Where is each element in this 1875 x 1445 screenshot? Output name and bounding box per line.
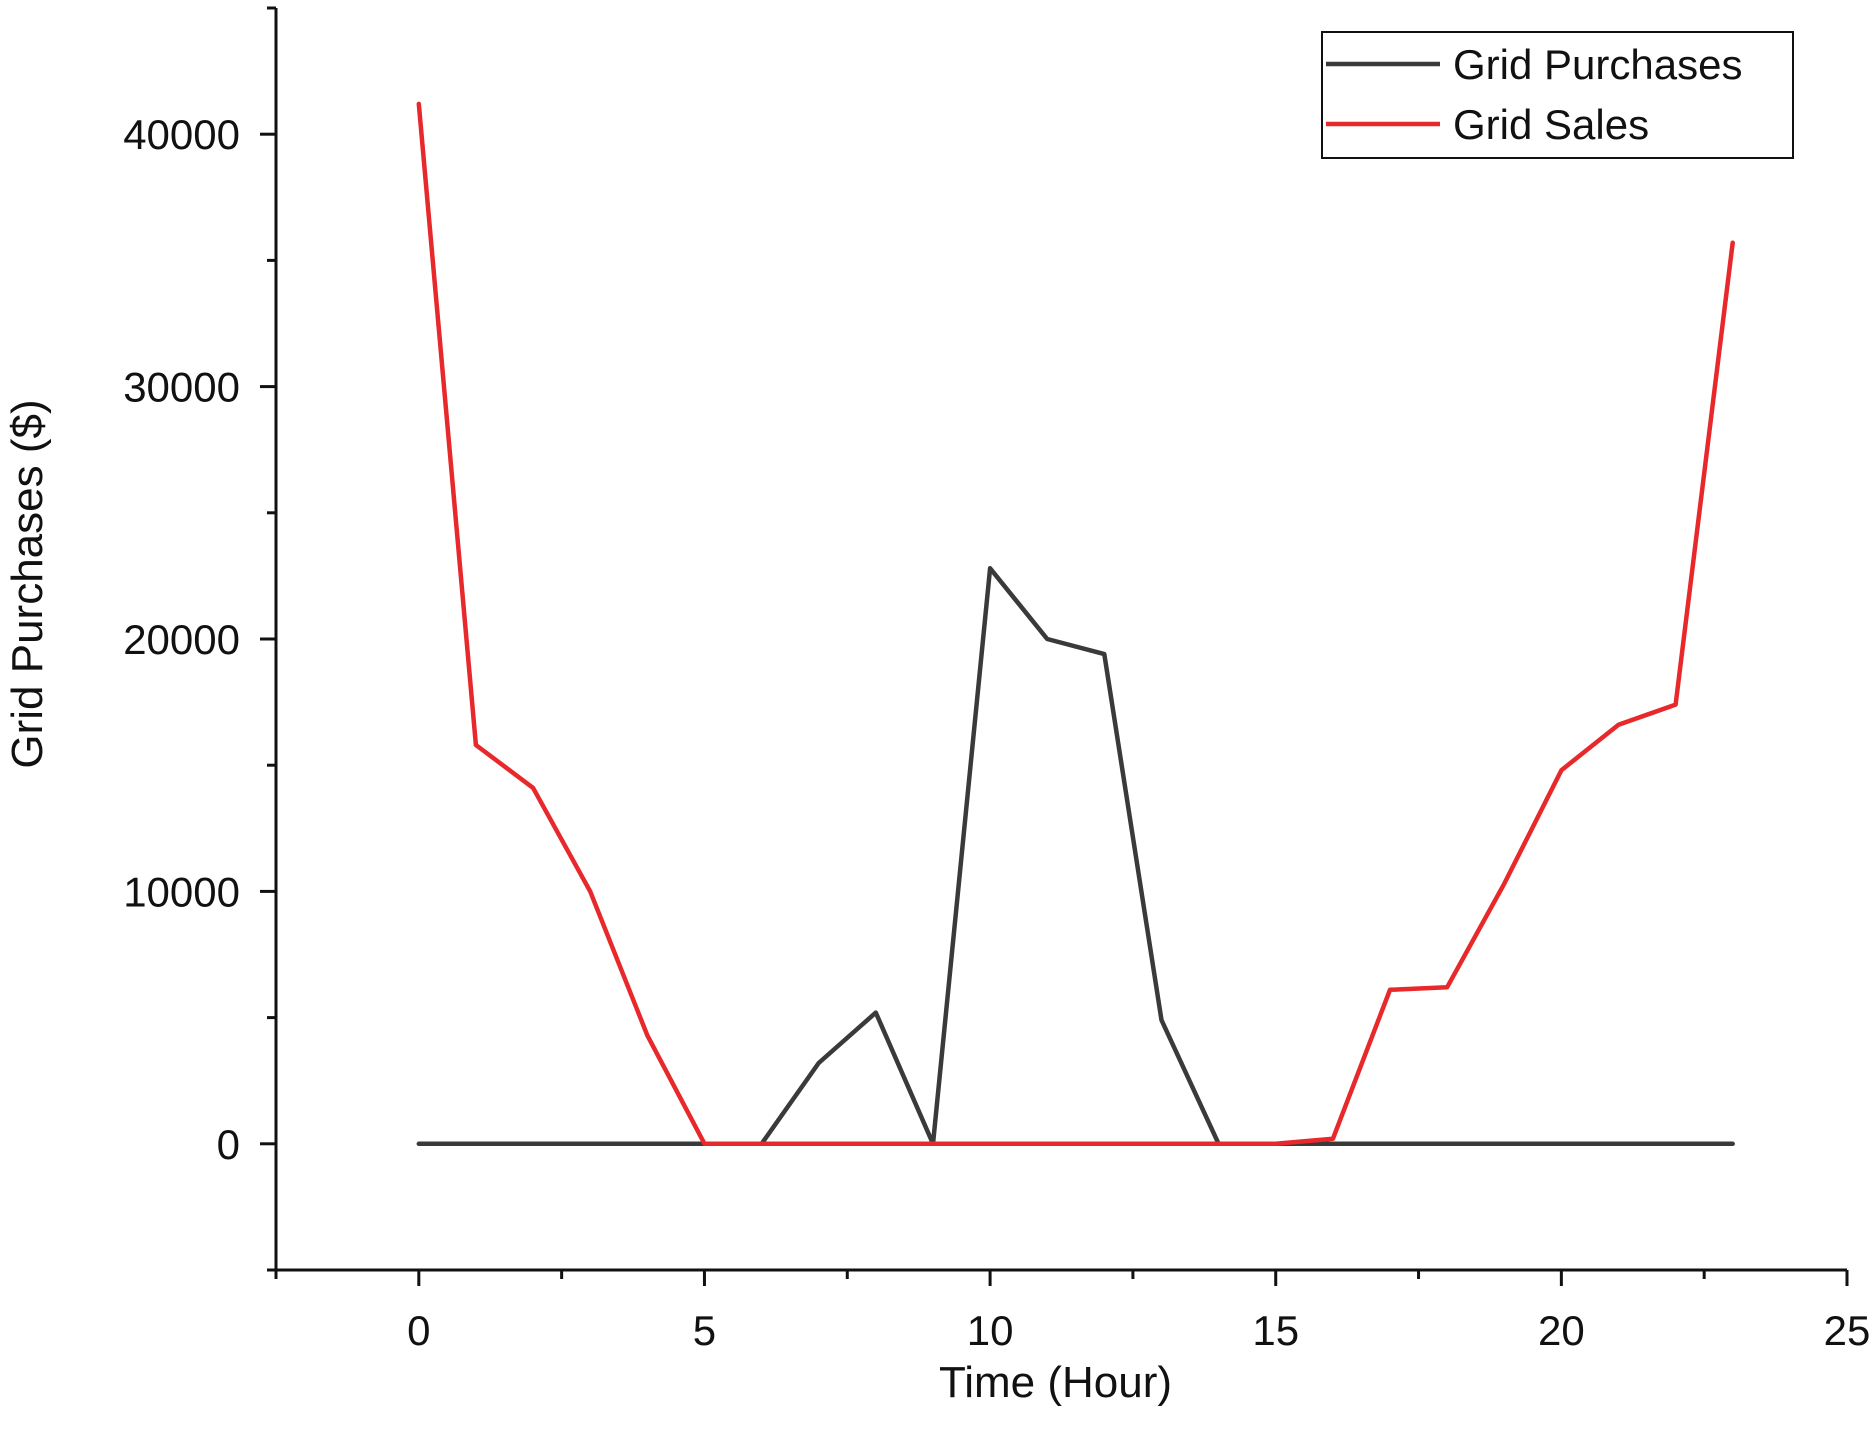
axes-layer: 0 5 10 15 20 25 0 10000 20000 30000 40000	[123, 6, 1871, 1354]
series-layer	[416, 101, 1735, 1147]
y-tick-label: 40000	[123, 111, 240, 158]
x-tick-label: 15	[1252, 1307, 1299, 1354]
y-tick-label: 30000	[123, 364, 240, 411]
legend-box	[1321, 31, 1794, 159]
legend: Grid Purchases Grid Sales	[1321, 31, 1794, 159]
x-tick-label: 10	[967, 1307, 1014, 1354]
x-tick-label: 5	[693, 1307, 716, 1354]
legend-label-grid-purchases: Grid Purchases	[1453, 41, 1742, 88]
y-tick-label: 0	[217, 1121, 240, 1168]
y-axis-title: Grid Purchases ($)	[3, 399, 52, 768]
x-tick-label: 20	[1538, 1307, 1585, 1354]
y-tick-label: 10000	[123, 868, 240, 915]
series-line-grid-sales	[416, 101, 1735, 1147]
x-tick-label: 25	[1824, 1307, 1871, 1354]
x-axis-title: Time (Hour)	[939, 1358, 1172, 1407]
legend-label-grid-sales: Grid Sales	[1453, 101, 1649, 148]
y-tick-label: 20000	[123, 616, 240, 663]
series-line-grid-purchases	[416, 566, 1735, 1147]
x-tick-label: 0	[407, 1307, 430, 1354]
